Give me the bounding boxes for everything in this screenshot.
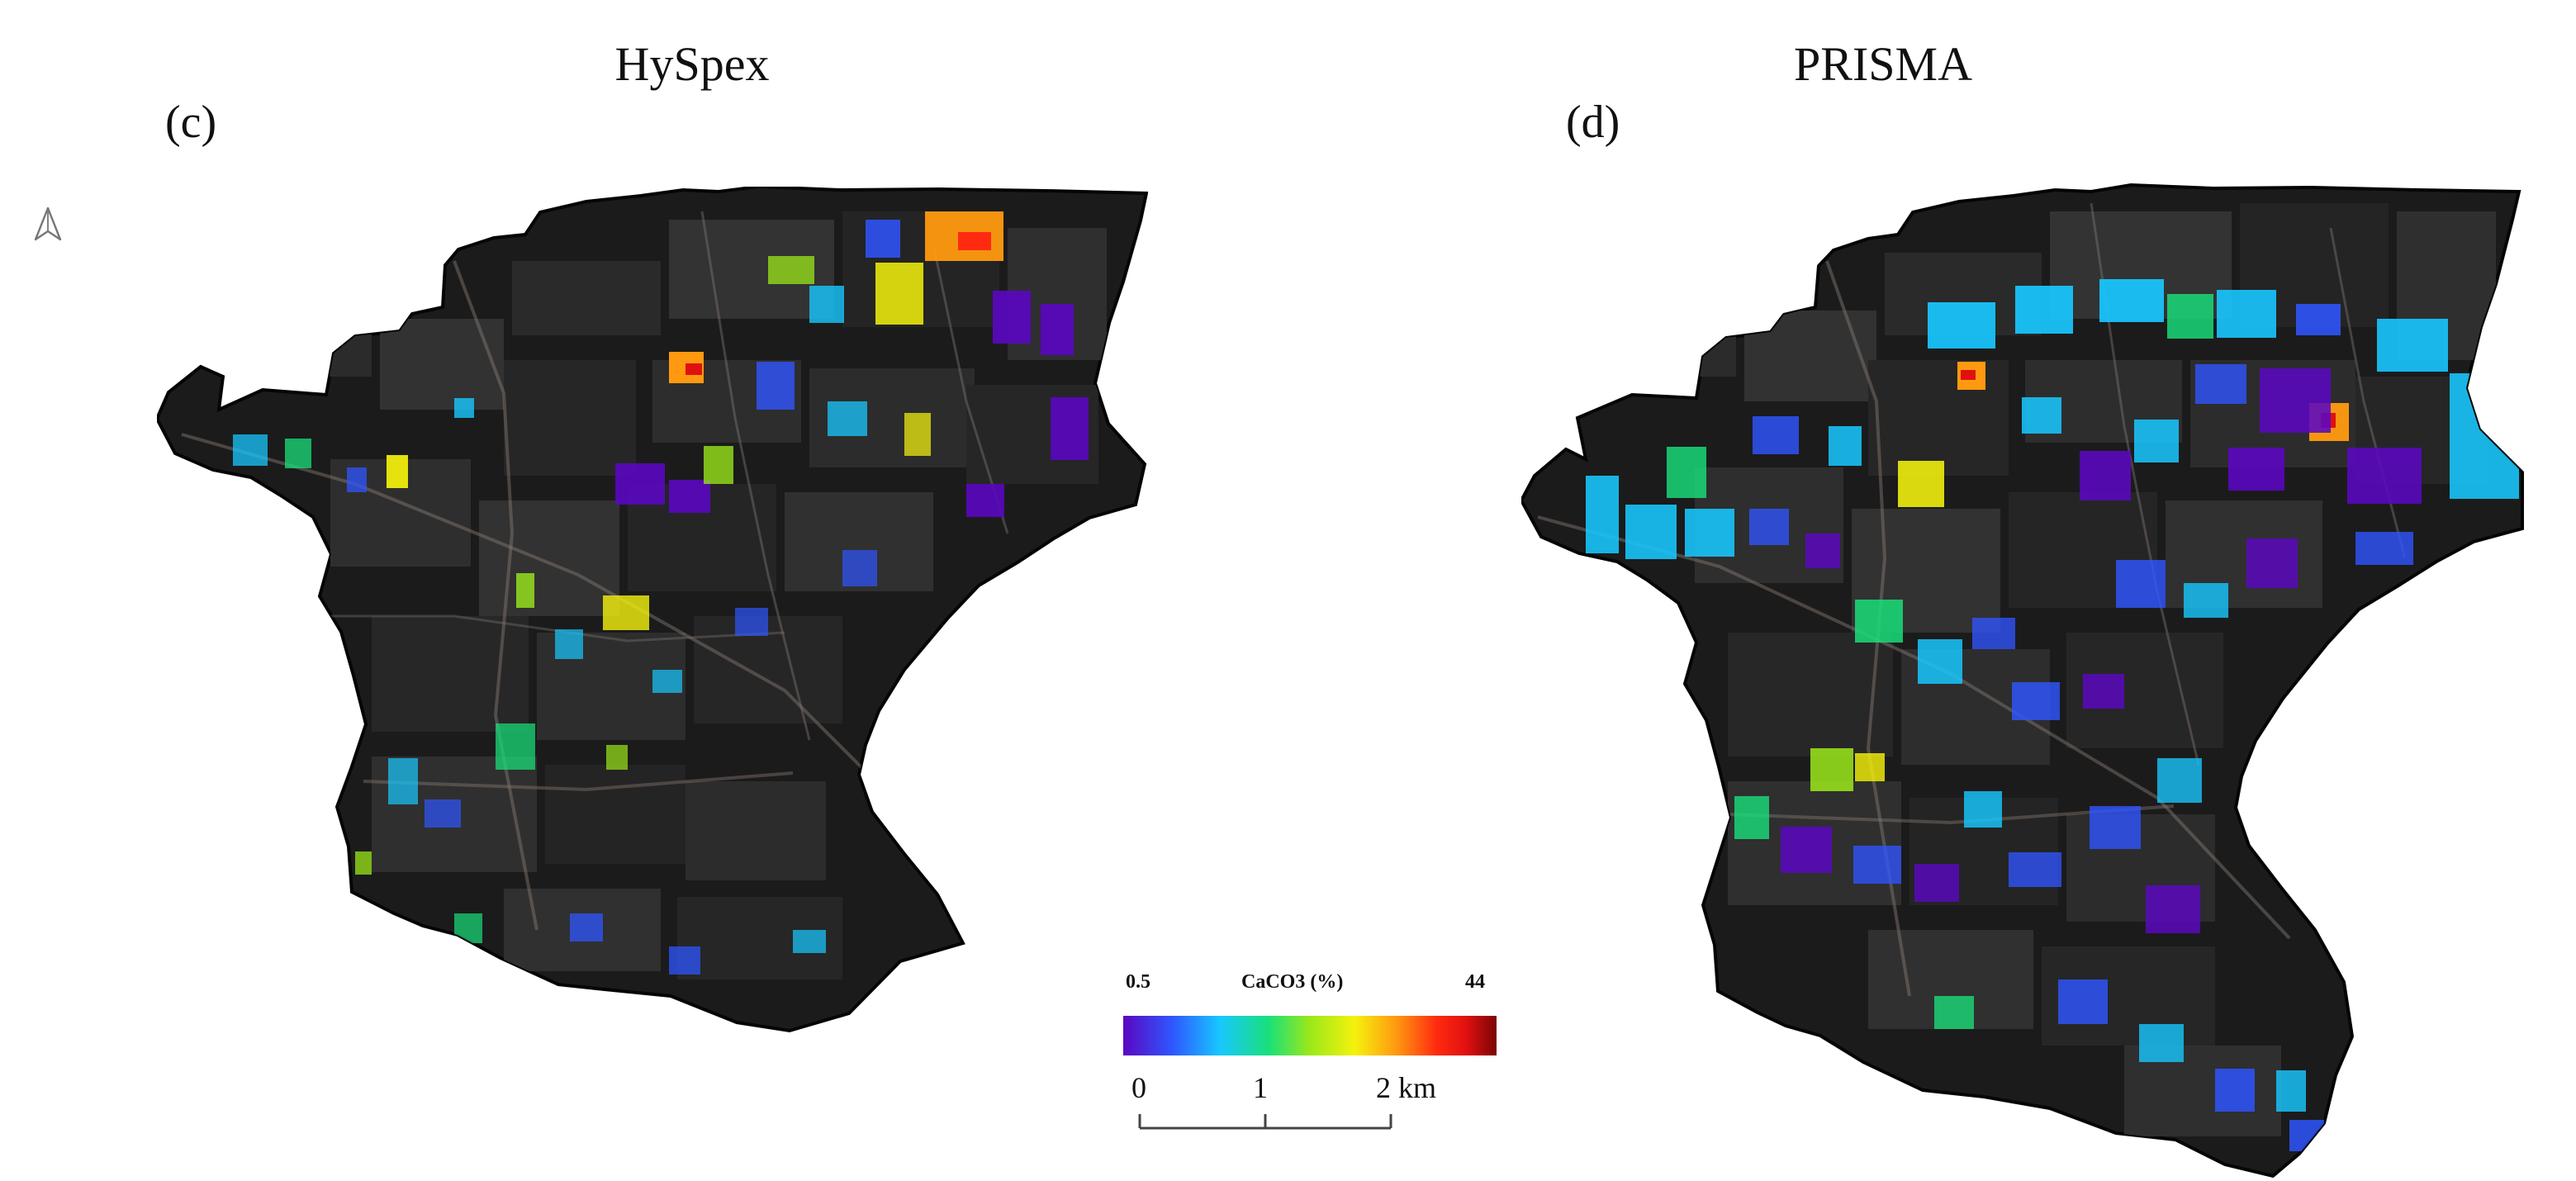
panel-title-hyspex: HySpex — [614, 37, 770, 91]
scale-label-0: 0 — [1131, 1071, 1146, 1104]
legend-max-label: 44 — [1465, 971, 1485, 993]
panel-title-prisma: PRISMA — [1794, 37, 1972, 91]
hyspex-map — [157, 187, 1148, 1033]
scale-label-2km: 2 km — [1376, 1071, 1437, 1104]
panel-label-c: (c) — [165, 97, 217, 148]
legend-min-label: 0.5 — [1126, 971, 1150, 993]
color-ramp — [1123, 1016, 1497, 1055]
legend-title: CaCO3 (%) — [1241, 971, 1344, 993]
scale-bar — [1138, 1114, 1392, 1130]
scale-label-1: 1 — [1253, 1071, 1268, 1104]
north-arrow-icon — [34, 206, 62, 241]
panel-label-d: (d) — [1566, 97, 1620, 148]
prisma-map — [1521, 183, 2524, 1179]
